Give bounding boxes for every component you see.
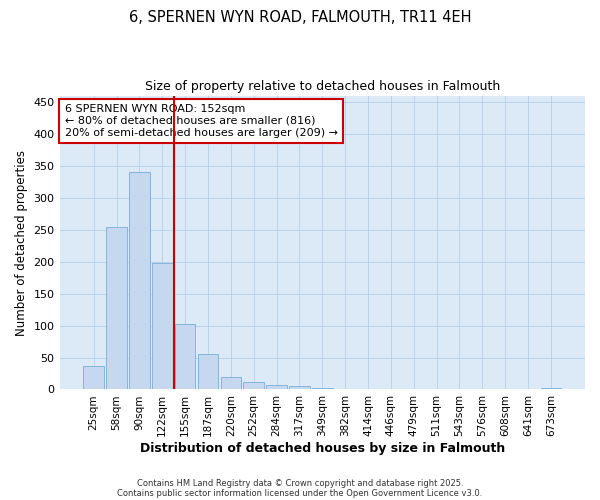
Text: 6 SPERNEN WYN ROAD: 152sqm
← 80% of detached houses are smaller (816)
20% of sem: 6 SPERNEN WYN ROAD: 152sqm ← 80% of deta… (65, 104, 338, 138)
Bar (221, 376, 241, 390)
Bar (106, 226, 127, 390)
Bar (83, 366, 104, 390)
Bar (198, 354, 218, 390)
Bar (289, 386, 310, 390)
Text: Contains HM Land Registry data © Crown copyright and database right 2025.: Contains HM Land Registry data © Crown c… (137, 478, 463, 488)
Bar (129, 172, 150, 390)
Bar (335, 389, 355, 390)
Bar (175, 324, 196, 390)
Bar (541, 388, 561, 390)
Bar (152, 263, 173, 390)
Y-axis label: Number of detached properties: Number of detached properties (15, 150, 28, 336)
Bar (266, 385, 287, 390)
X-axis label: Distribution of detached houses by size in Falmouth: Distribution of detached houses by size … (140, 442, 505, 455)
Text: Contains public sector information licensed under the Open Government Licence v3: Contains public sector information licen… (118, 488, 482, 498)
Title: Size of property relative to detached houses in Falmouth: Size of property relative to detached ho… (145, 80, 500, 93)
Bar (244, 382, 264, 390)
Text: 6, SPERNEN WYN ROAD, FALMOUTH, TR11 4EH: 6, SPERNEN WYN ROAD, FALMOUTH, TR11 4EH (129, 10, 471, 25)
Bar (312, 388, 332, 390)
